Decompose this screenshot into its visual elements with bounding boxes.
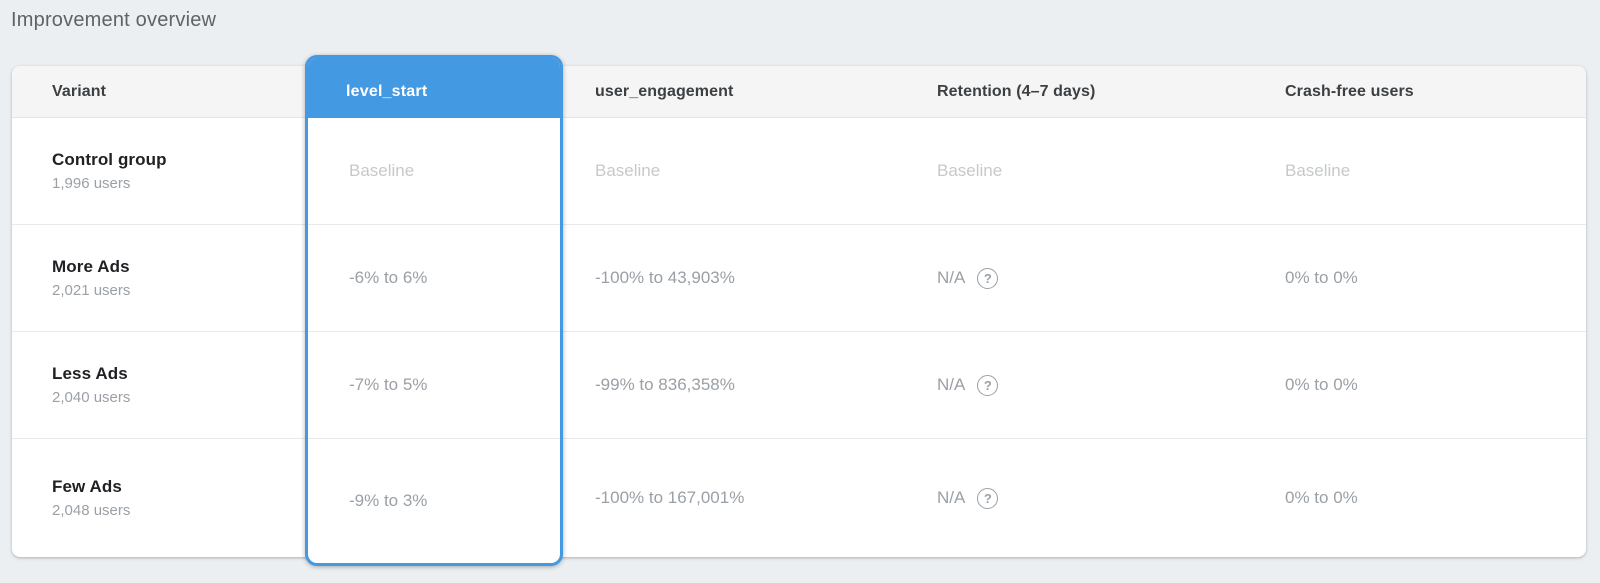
table-row: More Ads 2,021 users -100% to 43,903% N/… (12, 225, 1586, 332)
variant-name: Less Ads (52, 364, 128, 383)
selected-metric-header[interactable]: level_start (308, 58, 560, 118)
help-icon[interactable]: ? (977, 374, 999, 396)
level-start-value: -7% to 5% (308, 332, 560, 439)
column-header-variant: Variant (52, 82, 107, 100)
column-header-user-engagement[interactable]: user_engagement (595, 82, 734, 100)
crash-free-value: 0% to 0% (1285, 375, 1358, 394)
level-start-value: Baseline (308, 118, 560, 225)
variant-name: Control group (52, 150, 167, 169)
help-icon[interactable]: ? (977, 267, 999, 289)
level-start-value: -6% to 6% (308, 225, 560, 332)
table-row: Less Ads 2,040 users -99% to 836,358% N/… (12, 332, 1586, 439)
user-engagement-value: -99% to 836,358% (595, 375, 735, 394)
crash-free-value: Baseline (1285, 161, 1351, 180)
variant-name: More Ads (52, 257, 130, 276)
variant-name: Few Ads (52, 477, 122, 496)
crash-free-value: 0% to 0% (1285, 268, 1358, 287)
variant-user-count: 1,996 users (52, 175, 131, 192)
user-engagement-value: Baseline (595, 161, 661, 180)
table-row: Control group 1,996 users Baseline Basel… (12, 118, 1586, 225)
table-row: Few Ads 2,048 users -100% to 167,001% N/… (12, 439, 1586, 557)
results-table: Variant user_engagement Retention (4–7 d… (12, 66, 1586, 557)
crash-free-value: 0% to 0% (1285, 488, 1358, 507)
retention-na-text: N/A (937, 488, 966, 507)
retention-value: N/A ? (905, 487, 1253, 509)
level-start-value: -9% to 3% (349, 491, 428, 510)
variant-cell: More Ads 2,021 users (12, 257, 305, 299)
variant-user-count: 2,048 users (52, 502, 131, 519)
variant-user-count: 2,021 users (52, 282, 131, 299)
retention-na-text: N/A (937, 268, 966, 287)
column-header-crash-free[interactable]: Crash-free users (1285, 82, 1414, 100)
user-engagement-value: -100% to 43,903% (595, 268, 735, 287)
retention-value: N/A ? (905, 374, 1253, 396)
retention-na-text: N/A (937, 375, 966, 394)
improvement-overview-card: Variant user_engagement Retention (4–7 d… (12, 55, 1586, 566)
variant-cell: Control group 1,996 users (12, 150, 305, 192)
user-engagement-value: -100% to 167,001% (595, 488, 745, 507)
selected-metric-column: level_start Baseline -6% to 6% -7% to 5%… (305, 55, 563, 566)
variant-user-count: 2,040 users (52, 389, 131, 406)
retention-value: N/A ? (905, 267, 1253, 289)
page-title: Improvement overview (11, 9, 217, 31)
variant-cell: Less Ads 2,040 users (12, 364, 305, 406)
column-header-retention[interactable]: Retention (4–7 days) (937, 82, 1096, 100)
retention-value: Baseline (937, 161, 1003, 180)
help-icon[interactable]: ? (977, 487, 999, 509)
variant-cell: Few Ads 2,048 users (12, 477, 305, 519)
table-header-row: Variant user_engagement Retention (4–7 d… (12, 66, 1586, 118)
